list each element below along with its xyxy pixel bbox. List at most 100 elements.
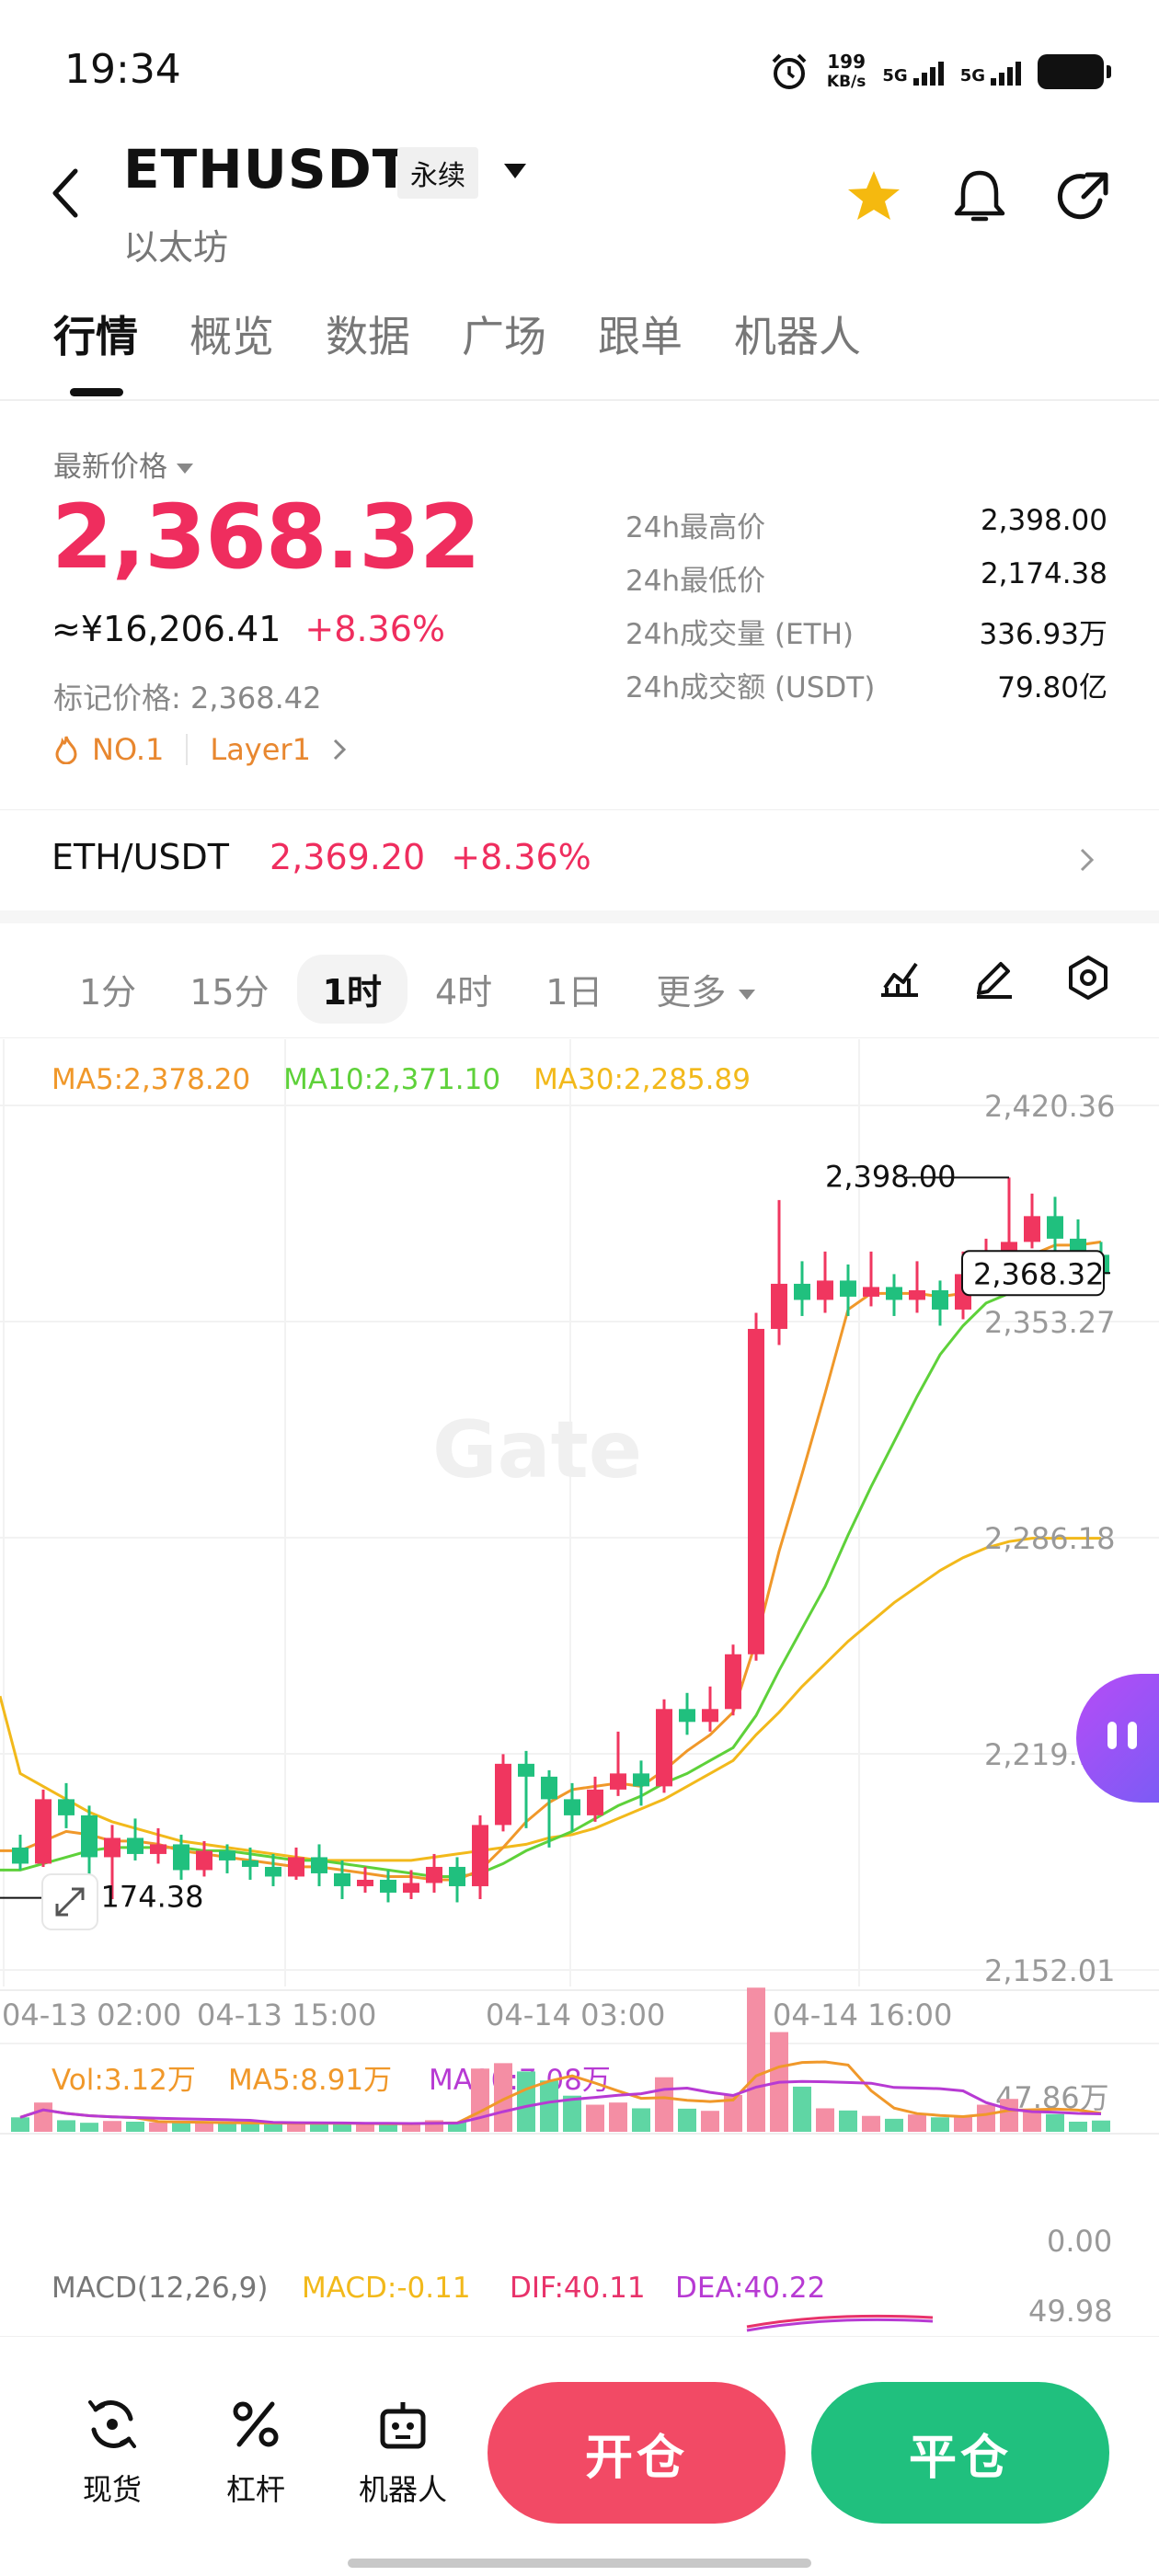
pair-name: ETH/USDT [52, 837, 230, 877]
volume-bar [103, 2121, 121, 2132]
volume-bar [977, 2104, 995, 2132]
candle-body [909, 1289, 925, 1300]
volume-bar [1069, 2122, 1087, 2132]
candle-body [58, 1799, 75, 1815]
spot-icon [88, 2400, 136, 2448]
mark-price: 标记价格: 2,368.42 [53, 681, 322, 716]
share-icon[interactable] [1054, 167, 1113, 226]
volume-bar [471, 2068, 489, 2132]
tab-overview[interactable]: 概览 [189, 312, 274, 361]
candle-body [656, 1709, 672, 1787]
volume-bar [11, 2117, 29, 2132]
candle-body [472, 1825, 488, 1886]
y-tick-label: 2,420.36 [984, 1089, 1116, 1124]
vol-ma10-line [19, 2079, 1102, 2125]
ma-legend: MA5:2,378.20 MA10:2,371.10 MA30:2,285.89 [52, 1063, 751, 1096]
pair-price: 2,369.20 [270, 837, 426, 877]
latest-price-label[interactable]: 最新价格 [53, 443, 193, 485]
volume-bar [126, 2122, 144, 2132]
volume-bar [34, 2102, 52, 2132]
volume-bar [241, 2123, 259, 2132]
candle-body [35, 1799, 52, 1864]
dea-label: DEA:40.22 [675, 2272, 825, 2305]
divider [0, 1037, 1159, 1038]
leverage-button[interactable]: 杠杆 [201, 2391, 311, 2509]
robot-icon [380, 2402, 426, 2449]
candle-body [104, 1838, 120, 1858]
main-tabs: 行情 概览 数据 广场 跟单 机器人 [53, 303, 861, 364]
candle-body [587, 1789, 603, 1815]
spot-button[interactable]: 现货 [57, 2391, 167, 2509]
candle-body [771, 1283, 787, 1329]
candle-body [265, 1866, 281, 1877]
vol-tick-label: 0.00 [1047, 2224, 1112, 2259]
x-tick-label: 04-13 02:00 [2, 1998, 181, 2032]
contract-type-dropdown[interactable]: 永续 [397, 147, 478, 199]
stat-turnover: 24h成交额 (USDT) 79.80亿 [625, 671, 1107, 704]
volume-bar [954, 2116, 972, 2132]
volume-bar [563, 2095, 581, 2132]
status-icons: 199 KB/s 5G 5G [768, 44, 1111, 99]
expand-icon-glyph [55, 1887, 85, 1917]
volume-bar [701, 2111, 719, 2132]
price-cny: ≈¥16,206.41 +8.36% [52, 609, 445, 649]
candle-body [886, 1287, 902, 1300]
tab-square[interactable]: 广场 [462, 312, 546, 361]
volume-bar [517, 2071, 535, 2132]
back-icon[interactable] [48, 166, 85, 221]
volume-bar [678, 2108, 696, 2132]
chevron-down-icon[interactable] [504, 164, 526, 178]
chevron-right-icon[interactable] [329, 736, 350, 763]
x-tick-label: 04-14 03:00 [486, 1998, 665, 2032]
draw-icon[interactable] [971, 956, 1016, 1001]
volume-bar [356, 2124, 374, 2132]
volume-bar [793, 2086, 811, 2132]
volume-bar [264, 2123, 282, 2132]
price-chart[interactable]: Gate2,398.002,174.382,368.322,420.362,35… [0, 1039, 1159, 2336]
interval-1h[interactable]: 1时 [296, 955, 407, 1024]
star-icon[interactable] [844, 167, 903, 226]
tab-market[interactable]: 行情 [53, 312, 138, 361]
tab-data[interactable]: 数据 [326, 312, 410, 361]
category-tag[interactable]: Layer1 [210, 732, 311, 767]
high-label: 2,398.00 [825, 1159, 957, 1194]
interval-1d[interactable]: 1日 [545, 972, 603, 1013]
volume-bar [816, 2108, 834, 2132]
home-indicator [348, 2559, 811, 2568]
candle-body [242, 1860, 258, 1867]
y-tick-label: 2,353.27 [984, 1305, 1116, 1340]
interval-4h[interactable]: 4时 [435, 972, 493, 1013]
close-position-button[interactable]: 平仓 [811, 2382, 1109, 2524]
candle-body [288, 1857, 304, 1877]
bell-icon[interactable] [951, 167, 1008, 226]
interval-15m[interactable]: 15分 [189, 972, 270, 1013]
candle-body [610, 1773, 626, 1790]
interval-more[interactable]: 更多 [656, 964, 756, 1014]
y-tick-label: 2,286.18 [984, 1521, 1116, 1556]
candle-body [173, 1844, 189, 1871]
volume-bar [1092, 2120, 1110, 2132]
settings-icon[interactable] [1065, 955, 1111, 1001]
candle-body [150, 1844, 166, 1854]
candle-body [495, 1763, 511, 1826]
candle-body [449, 1866, 465, 1886]
interval-1m[interactable]: 1分 [79, 972, 137, 1013]
candle-body [817, 1280, 833, 1300]
spot-pair-row[interactable]: ETH/USDT 2,369.20 +8.36% [52, 837, 591, 877]
tab-copy-trading[interactable]: 跟单 [598, 312, 683, 361]
bot-button[interactable]: 机器人 [348, 2391, 458, 2509]
volume-bar [839, 2110, 857, 2132]
candle-body [81, 1815, 98, 1858]
open-position-button[interactable]: 开仓 [488, 2382, 786, 2524]
macd-tick-label: 49.98 [1028, 2294, 1113, 2329]
candle-body [380, 1879, 396, 1893]
tab-bots[interactable]: 机器人 [734, 312, 861, 361]
chevron-right-icon[interactable] [1076, 844, 1098, 876]
volume-bar [885, 2118, 903, 2132]
candle-body [1024, 1216, 1040, 1242]
indicator-icon[interactable] [878, 956, 922, 1001]
vol-ma5-line [19, 2060, 1102, 2125]
battery-icon [1038, 54, 1111, 89]
volume-bar [149, 2122, 167, 2132]
candle-body [633, 1773, 649, 1787]
